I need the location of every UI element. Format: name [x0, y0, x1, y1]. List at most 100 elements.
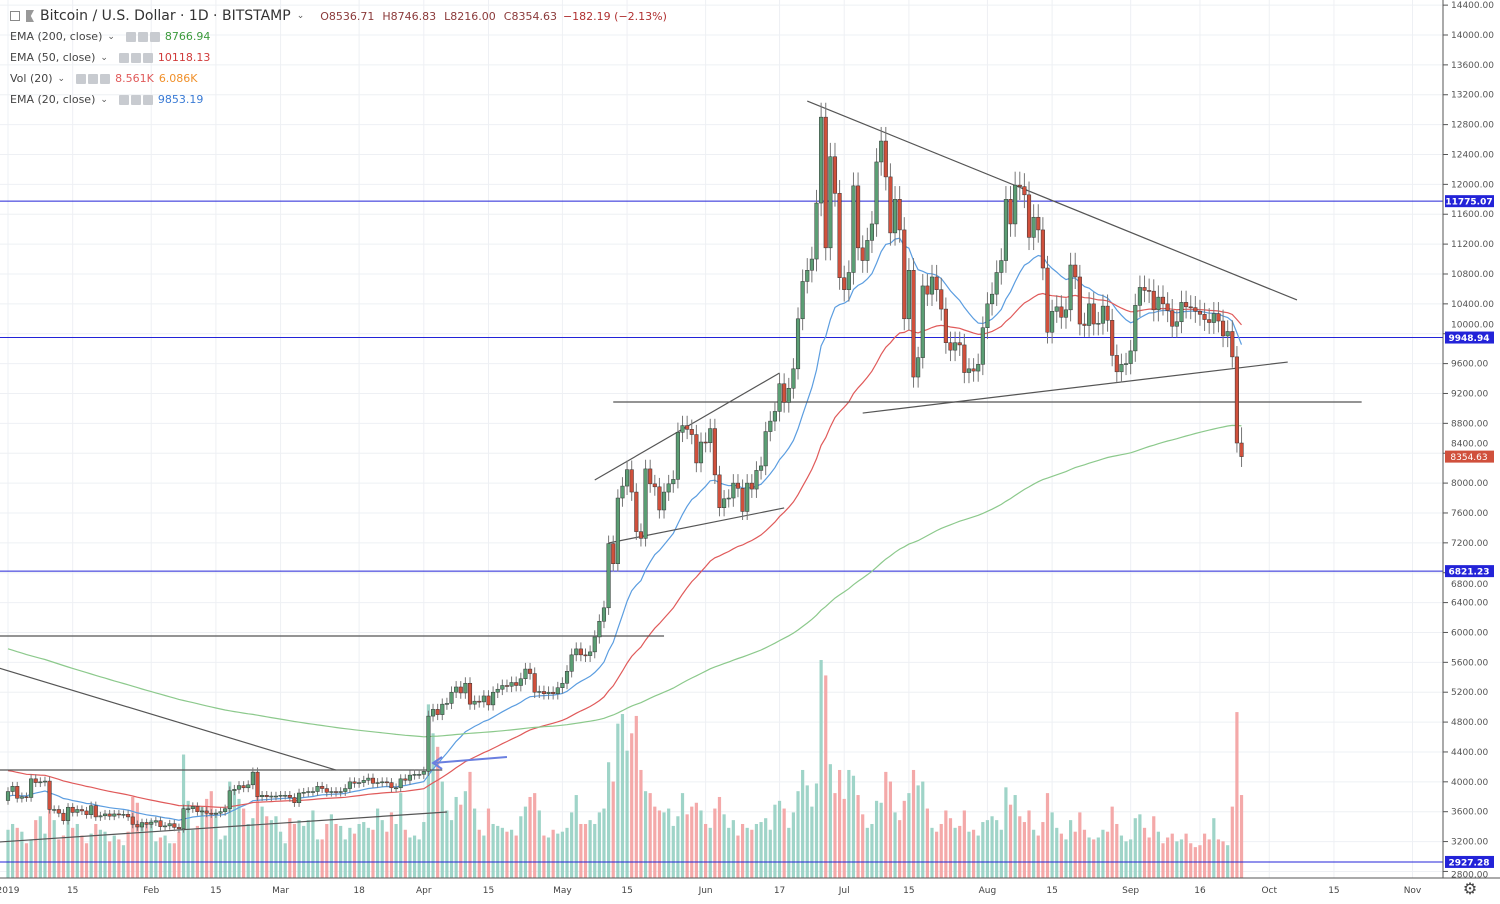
price-tick-label: 4400.00 — [1451, 748, 1488, 758]
trend-line[interactable] — [862, 361, 1288, 414]
candle-body — [5, 791, 11, 801]
chevron-down-icon[interactable]: ⌄ — [107, 31, 115, 42]
trend-line[interactable] — [807, 100, 1298, 301]
candle-body — [837, 193, 842, 278]
volume-bar — [1105, 831, 1110, 878]
visibility-icon[interactable] — [118, 52, 129, 63]
candle-body — [735, 482, 741, 489]
candle-body — [966, 368, 972, 373]
volume-bar — [486, 808, 491, 878]
volume-bar — [325, 823, 329, 878]
chevron-down-icon[interactable]: ⌄ — [57, 73, 66, 84]
settings-gear-icon[interactable]: ⚙ — [1462, 879, 1478, 898]
chevron-down-icon[interactable]: ⌄ — [296, 11, 305, 21]
volume-bar — [1069, 820, 1073, 878]
candle-body — [306, 791, 311, 793]
remove-icon[interactable] — [100, 73, 111, 84]
volume-bar — [727, 827, 731, 878]
candle-body — [680, 425, 685, 433]
trend-line[interactable] — [0, 811, 447, 843]
candle-body — [541, 691, 546, 694]
remove-icon[interactable] — [142, 52, 153, 63]
price-tick-label: 14400.00 — [1451, 1, 1494, 11]
settings-icon[interactable] — [88, 73, 99, 84]
price-tick-label: 12400.00 — [1451, 150, 1494, 160]
candle-body — [851, 185, 856, 273]
chevron-down-icon[interactable]: ⌄ — [100, 52, 108, 63]
volume-bar — [935, 831, 939, 878]
volume-bar — [172, 843, 176, 878]
candle-body — [856, 185, 861, 249]
price-tick-label: 5600.00 — [1451, 658, 1488, 668]
indicator-row[interactable]: EMA (200, close) ⌄ 8766.94 — [10, 26, 667, 47]
ohlc-close: C8354.63 — [503, 9, 557, 23]
volume-bar — [690, 806, 694, 878]
time-axis[interactable]: 2019 15 Feb 15 Mar 18 Apr 15 May 15 Jun 17 Jul 15 Aug 1… — [0, 886, 1422, 896]
ohlc-low: L8216.00 — [444, 9, 496, 23]
volume-bar — [463, 791, 467, 878]
remove-icon[interactable] — [149, 31, 160, 42]
candle-body — [592, 636, 597, 653]
trend-line[interactable] — [0, 667, 337, 771]
volume-bar — [403, 829, 407, 878]
volume-bar — [579, 823, 583, 878]
volume-bar — [255, 779, 260, 878]
indicator-row[interactable]: EMA (20, close) ⌄ 9853.19 — [10, 89, 667, 110]
arrow-line[interactable] — [432, 755, 508, 765]
indicator-row[interactable]: EMA (50, close) ⌄ 10118.13 — [10, 47, 667, 68]
volume-bar — [1193, 847, 1197, 878]
candle-body — [384, 781, 389, 784]
volume-bar — [976, 835, 980, 878]
time-tick-label: 16 — [1194, 886, 1206, 896]
volume-bar — [1216, 839, 1221, 878]
volume-bar — [962, 810, 966, 878]
candle-body — [315, 786, 320, 792]
candle-body — [176, 827, 181, 830]
indicator-label[interactable]: EMA (200, close) — [10, 30, 103, 43]
candle-body — [38, 781, 43, 784]
volume-bar — [237, 798, 241, 878]
candle-body — [394, 787, 399, 790]
volume-bar — [967, 831, 971, 878]
chevron-down-icon[interactable]: ⌄ — [100, 94, 108, 105]
settings-icon[interactable] — [130, 94, 141, 105]
symbol-title[interactable]: Bitcoin / U.S. Dollar · 1D · BITSTAMP — [40, 8, 291, 24]
volume-bar — [828, 764, 832, 878]
trend-lines[interactable] — [0, 100, 1362, 843]
candle-body — [1147, 290, 1152, 292]
candle-body — [199, 810, 205, 813]
settings-icon[interactable] — [130, 52, 141, 63]
ohlc-high: H8746.83 — [382, 9, 437, 23]
volume-bar — [440, 781, 444, 878]
price-tick-label: 6400.00 — [1451, 599, 1488, 609]
collapse-icon[interactable] — [10, 11, 20, 21]
volume-bar — [283, 843, 287, 878]
volume-bar — [223, 835, 227, 878]
candle-body — [1211, 313, 1216, 323]
candle-body — [1156, 296, 1161, 311]
volume-bar — [616, 723, 620, 878]
candle-body — [121, 814, 126, 816]
candle-body — [537, 691, 542, 693]
indicator-label[interactable]: Vol (20) — [10, 72, 53, 85]
settings-icon[interactable] — [137, 31, 148, 42]
candle-body — [301, 792, 306, 794]
indicator-label[interactable]: EMA (20, close) — [10, 93, 96, 106]
price-tick-label: 3200.00 — [1451, 838, 1488, 848]
remove-icon[interactable] — [142, 94, 153, 105]
visibility-icon[interactable] — [125, 31, 136, 42]
candle-body — [70, 806, 75, 813]
volume-bar — [408, 837, 412, 878]
candle-body — [417, 774, 422, 776]
visibility-icon[interactable] — [76, 73, 87, 84]
candle-body — [357, 782, 362, 784]
indicator-label[interactable]: EMA (50, close) — [10, 51, 96, 64]
indicator-row[interactable]: Vol (20) ⌄ 8.561K 6.086K — [10, 68, 667, 89]
candle-body — [569, 654, 574, 672]
visibility-icon[interactable] — [118, 94, 129, 105]
volume-bar — [246, 823, 250, 878]
trend-line[interactable] — [608, 507, 785, 544]
price-tick-label: 13200.00 — [1451, 91, 1494, 101]
volume-bar — [759, 822, 763, 878]
